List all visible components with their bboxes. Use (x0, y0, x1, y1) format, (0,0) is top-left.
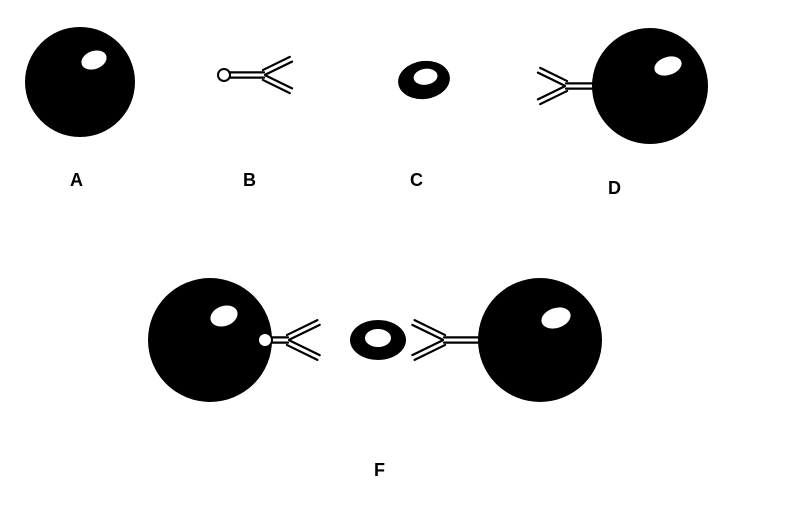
antibody-b (218, 57, 292, 93)
sphere-a (25, 27, 135, 137)
diagram-svg (0, 0, 800, 505)
diagram-layer (25, 27, 708, 402)
sphere-f-left (148, 278, 272, 402)
sphere-f-right (478, 278, 602, 402)
diagram-stage: A B C D F (0, 0, 800, 505)
oval-c (396, 58, 453, 103)
antibody-f-right (412, 320, 478, 360)
oval-f (350, 320, 406, 360)
antibody-d (538, 68, 594, 104)
sphere-d (592, 28, 708, 144)
